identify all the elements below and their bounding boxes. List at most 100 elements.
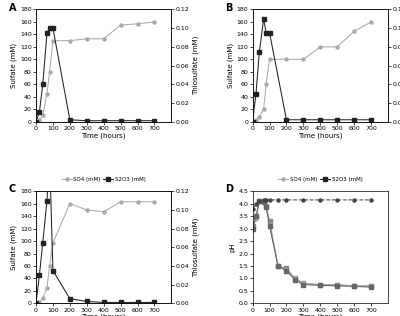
W2 Experiments — [276, 264, 280, 268]
S2O3 (mM) — [50, 269, 55, 272]
W2 Experiments — [267, 222, 272, 226]
Y-axis label: pH: pH — [230, 242, 236, 252]
W1 Experiments — [284, 267, 289, 270]
SO4 (mM) — [369, 20, 374, 24]
W3 Experiments — [250, 227, 255, 230]
S2O3 (mM) — [369, 118, 374, 122]
SO4 (mM) — [250, 120, 255, 124]
Line: W2 Experiments: W2 Experiments — [251, 200, 373, 288]
SO4 (mM) — [257, 115, 262, 118]
Line: S2O3 (mM): S2O3 (mM) — [251, 17, 373, 123]
S2O3 (mM) — [45, 31, 50, 35]
Line: SO4 (mM): SO4 (mM) — [34, 200, 156, 305]
S2O3 (mM) — [68, 118, 72, 122]
SO4 (mM) — [45, 286, 50, 290]
S2O3 (mM) — [352, 118, 356, 122]
SO4 (mM) — [37, 118, 42, 122]
W1 Experiments — [254, 214, 258, 218]
S2O3 (mM) — [37, 110, 42, 114]
S2O3 (mM) — [264, 31, 268, 35]
S2O3 (mM) — [135, 119, 140, 123]
SO4 (mM) — [84, 208, 89, 212]
W2 Experiments — [254, 217, 258, 221]
Abiotic pH — [257, 199, 262, 203]
S2O3 (mM) — [118, 301, 123, 304]
Line: S2O3 (mM): S2O3 (mM) — [34, 152, 156, 305]
W2 Experiments — [301, 282, 306, 285]
S2O3 (mM) — [50, 26, 55, 30]
W2 Experiments — [264, 204, 268, 208]
SO4 (mM) — [68, 202, 72, 205]
Legend: SO4 (mM), S2O3 (mM): SO4 (mM), S2O3 (mM) — [276, 175, 365, 184]
W1 Experiments — [276, 264, 280, 268]
W1 Experiments — [267, 219, 272, 223]
Abiotic pH — [267, 198, 272, 202]
W1 Experiments — [250, 224, 255, 228]
S2O3 (mM) — [335, 118, 340, 122]
SO4 (mM) — [118, 23, 123, 27]
W3 Experiments — [254, 214, 258, 218]
Y-axis label: Thiosulfate (mM): Thiosulfate (mM) — [192, 36, 198, 95]
SO4 (mM) — [352, 29, 356, 33]
S2O3 (mM) — [40, 82, 45, 86]
SO4 (mM) — [135, 22, 140, 26]
Abiotic pH — [254, 202, 258, 205]
W3 Experiments — [352, 284, 356, 288]
W1 Experiments — [292, 276, 297, 280]
Y-axis label: Sulfate (mM): Sulfate (mM) — [228, 43, 234, 88]
SO4 (mM) — [101, 37, 106, 41]
X-axis label: Time (hours): Time (hours) — [298, 132, 342, 139]
SO4 (mM) — [152, 20, 157, 24]
W1 Experiments — [264, 204, 268, 208]
S2O3 (mM) — [101, 119, 106, 123]
Y-axis label: Sulfate (mM): Sulfate (mM) — [11, 225, 17, 270]
S2O3 (mM) — [40, 241, 45, 245]
Line: SO4 (mM): SO4 (mM) — [251, 21, 373, 123]
S2O3 (mM) — [301, 118, 306, 122]
SO4 (mM) — [318, 45, 323, 49]
S2O3 (mM) — [152, 119, 157, 123]
Legend: SO4 (mM), S2O3 (mM): SO4 (mM), S2O3 (mM) — [59, 175, 148, 184]
X-axis label: Time (hours): Time (hours) — [82, 132, 126, 139]
SO4 (mM) — [118, 200, 123, 204]
W2 Experiments — [292, 276, 297, 280]
S2O3 (mM) — [152, 301, 157, 304]
Line: W3 Experiments: W3 Experiments — [251, 200, 373, 289]
Abiotic pH — [276, 198, 280, 202]
SO4 (mM) — [135, 200, 140, 204]
SO4 (mM) — [284, 58, 289, 61]
S2O3 (mM) — [118, 119, 123, 123]
Line: SO4 (mM): SO4 (mM) — [34, 21, 156, 123]
W3 Experiments — [276, 264, 280, 268]
S2O3 (mM) — [250, 120, 255, 124]
SO4 (mM) — [152, 200, 157, 204]
SO4 (mM) — [101, 210, 106, 214]
W1 Experiments — [257, 199, 262, 203]
Abiotic pH — [301, 198, 306, 202]
W2 Experiments — [261, 199, 266, 203]
Text: C: C — [9, 185, 16, 194]
W1 Experiments — [261, 199, 266, 203]
SO4 (mM) — [335, 45, 340, 49]
W1 Experiments — [352, 284, 356, 288]
S2O3 (mM) — [68, 297, 72, 301]
SO4 (mM) — [50, 39, 55, 43]
S2O3 (mM) — [45, 199, 50, 203]
W3 Experiments — [264, 205, 268, 209]
S2O3 (mM) — [37, 273, 42, 277]
S2O3 (mM) — [84, 119, 89, 123]
SO4 (mM) — [47, 70, 52, 74]
W3 Experiments — [301, 283, 306, 287]
SO4 (mM) — [40, 296, 45, 300]
S2O3 (mM) — [47, 152, 52, 156]
SO4 (mM) — [34, 301, 38, 305]
W3 Experiments — [267, 224, 272, 228]
W3 Experiments — [292, 278, 297, 282]
Line: S2O3 (mM): S2O3 (mM) — [34, 27, 156, 123]
Abiotic pH — [250, 207, 255, 210]
SO4 (mM) — [301, 58, 306, 61]
W1 Experiments — [369, 284, 374, 288]
S2O3 (mM) — [47, 26, 52, 30]
Y-axis label: Thiosulfate (mM): Thiosulfate (mM) — [192, 218, 198, 277]
W2 Experiments — [369, 284, 374, 288]
